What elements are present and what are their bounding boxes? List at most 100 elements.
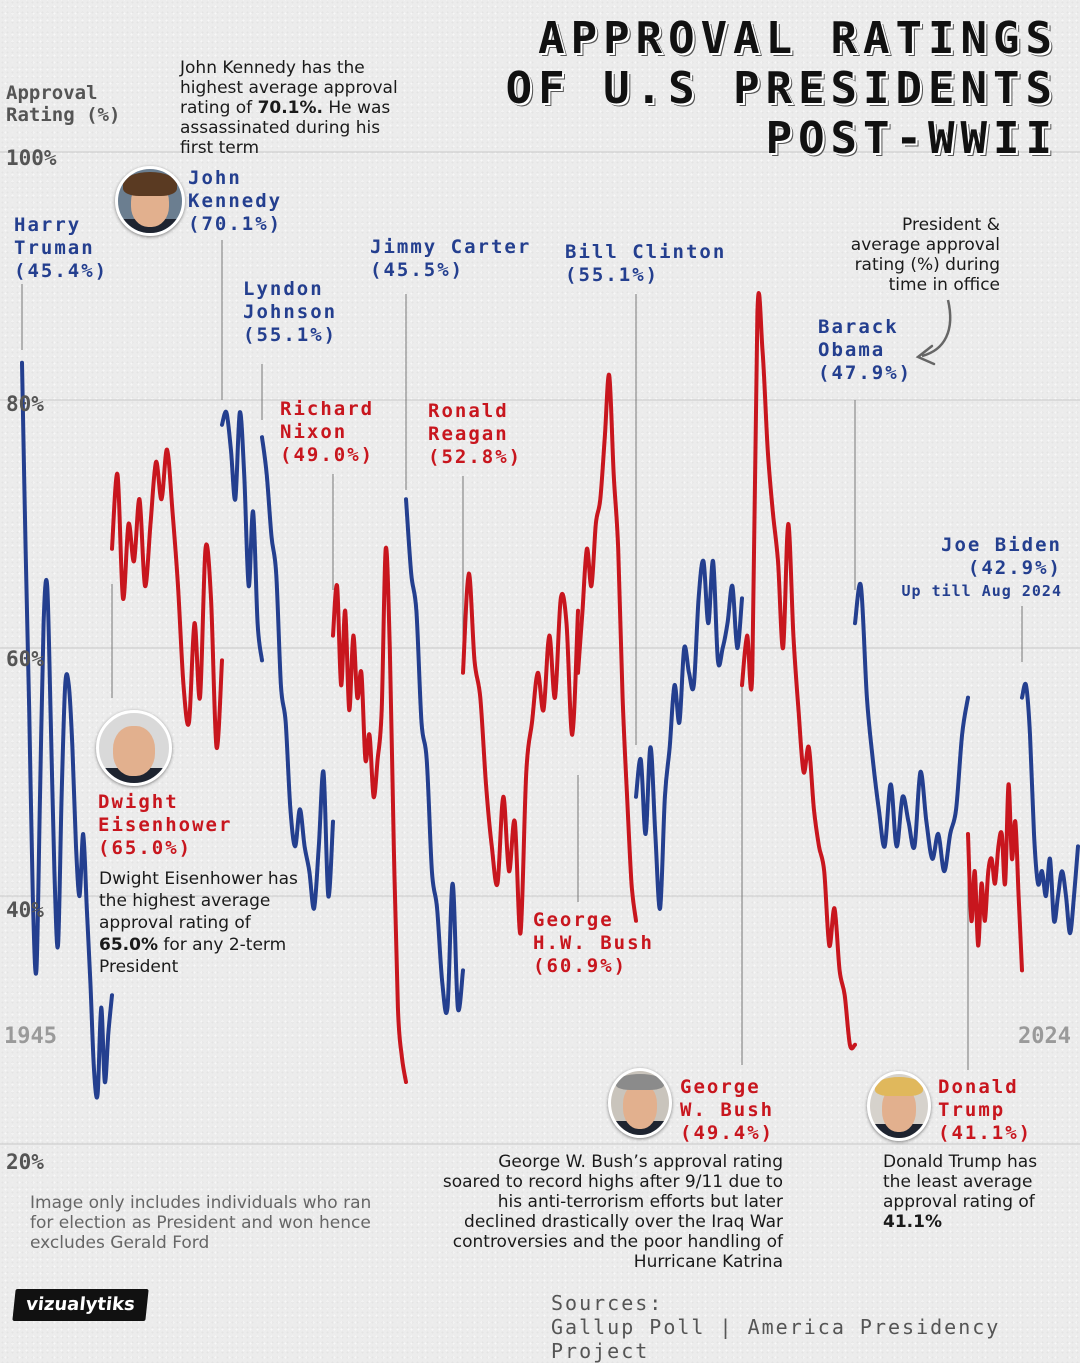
title-line-2: OF U.S PRESIDENTS — [505, 63, 1058, 114]
label-obama-avg: (47.9%) — [818, 362, 913, 384]
label-trump-name-2: Trump — [938, 1099, 1006, 1121]
x-start-year: 1945 — [4, 1024, 57, 1049]
note-trump: Donald Trump has the least average appro… — [883, 1152, 1068, 1232]
label-hwbush: George H.W. Bush (60.9%) — [533, 909, 654, 978]
label-obama-name-2: Obama — [818, 339, 886, 361]
sources-heading: Sources: — [551, 1291, 664, 1315]
label-kennedy-name-2: Kennedy — [188, 190, 283, 212]
label-eisenhower: Dwight Eisenhower (65.0%) — [98, 791, 232, 860]
series-line-donald-trump — [966, 782, 1024, 973]
label-truman-name-2: Truman — [14, 237, 95, 259]
series-line-john-kennedy — [220, 409, 264, 663]
legend-note-line-2: average approval — [850, 235, 1000, 255]
label-trump-avg: (41.1%) — [938, 1122, 1033, 1144]
note-eisenhower: Dwight Eisenhower has the highest averag… — [99, 868, 314, 978]
note-exclusion: Image only includes individuals who ran … — [30, 1193, 372, 1253]
x-end-year: 2024 — [1018, 1024, 1071, 1049]
legend-note-line-1: President & — [902, 215, 1000, 235]
label-clinton-name: Bill Clinton — [565, 241, 727, 263]
series-line-george-w-bush — [740, 291, 857, 1051]
legend-arrow — [921, 299, 952, 358]
label-eisenhower-name-2: Eisenhower — [98, 814, 233, 836]
note-kennedy: John Kennedy has the highest average app… — [180, 58, 410, 158]
label-hwbush-name-1: George — [533, 909, 614, 931]
title-line-1: APPROVAL RATINGS — [538, 13, 1058, 64]
label-johnson: Lyndon Johnson (55.1%) — [243, 278, 337, 347]
label-reagan-name-2: Reagan — [428, 423, 509, 445]
brand-logo: vizualytiks — [12, 1289, 149, 1321]
label-trump: Donald Trump (41.1%) — [938, 1076, 1032, 1145]
wbush-portrait — [608, 1068, 672, 1138]
label-reagan: Ronald Reagan (52.8%) — [428, 400, 522, 469]
series-line-dwight-eisenhower — [110, 447, 224, 750]
series-line-jimmy-carter — [404, 497, 465, 1016]
label-truman: Harry Truman (45.4%) — [14, 214, 108, 283]
label-kennedy-name-1: John — [188, 167, 242, 189]
label-reagan-avg: (52.8%) — [428, 446, 523, 468]
label-clinton-avg: (55.1%) — [565, 264, 660, 286]
note-wbush: George W. Bush’s approval rating soared … — [442, 1152, 783, 1272]
label-obama-name-1: Barack — [818, 316, 899, 338]
chart-title: APPROVAL RATINGS OF U.S PRESIDENTS POST-… — [506, 14, 1058, 164]
label-trump-name-1: Donald — [938, 1076, 1019, 1098]
label-hwbush-name-2: H.W. Bush — [533, 932, 654, 954]
label-carter-avg: (45.5%) — [370, 259, 465, 281]
label-johnson-name-1: Lyndon — [243, 278, 324, 300]
y-tick-40: 40% — [6, 898, 44, 922]
series-line-george-h-w-bush — [576, 373, 638, 923]
label-biden-extra: Up till Aug 2024 — [901, 582, 1062, 600]
label-nixon-name-1: Richard — [280, 398, 375, 420]
sources-list: Gallup Poll | America Presidency Project — [551, 1315, 1001, 1363]
note-kennedy-text: John Kennedy has the highest average app… — [180, 58, 398, 118]
y-axis-label-line-1: Approval — [6, 82, 98, 104]
label-kennedy: John Kennedy (70.1%) — [188, 167, 282, 236]
note-kennedy-text-2: He was assassinated during his first ter… — [180, 98, 391, 158]
note-trump-bold: 41.1% — [883, 1212, 942, 1232]
note-eisenhower-text-2: for any 2-term President — [99, 935, 287, 977]
label-nixon: Richard Nixon (49.0%) — [280, 398, 374, 467]
series-line-richard-nixon — [331, 545, 408, 1084]
note-eisenhower-text: Dwight Eisenhower has the highest averag… — [99, 869, 298, 933]
label-carter: Jimmy Carter (45.5%) — [370, 236, 531, 282]
series-line-barack-obama — [853, 581, 970, 874]
y-tick-20: 20% — [6, 1150, 44, 1174]
note-trump-text: Donald Trump has the least average appro… — [883, 1152, 1038, 1212]
label-eisenhower-name-1: Dwight — [98, 791, 179, 813]
title-line-3: POST-WWII — [765, 113, 1058, 164]
label-truman-name-1: Harry — [14, 214, 82, 236]
label-truman-avg: (45.4%) — [14, 260, 109, 282]
label-nixon-name-2: Nixon — [280, 421, 348, 443]
label-reagan-name-1: Ronald — [428, 400, 509, 422]
note-kennedy-bold: 70.1%. — [257, 98, 323, 118]
series-line-ronald-reagan — [461, 571, 580, 936]
legend-arrow-head — [915, 344, 936, 366]
trump-portrait — [867, 1071, 931, 1141]
label-wbush: George W. Bush (49.4%) — [680, 1076, 774, 1145]
label-biden: Joe Biden (42.9%) Up till Aug 2024 — [902, 534, 1063, 603]
y-tick-100: 100% — [6, 146, 57, 170]
label-biden-avg: (42.9%) — [967, 557, 1062, 579]
label-kennedy-avg: (70.1%) — [188, 213, 283, 235]
label-wbush-name-1: George — [680, 1076, 761, 1098]
label-hwbush-avg: (60.9%) — [533, 955, 628, 977]
series-line-harry-truman — [20, 360, 114, 1100]
legend-note-line-3: rating (%) during — [854, 255, 1000, 275]
label-obama: Barack Obama (47.9%) — [818, 316, 912, 385]
label-eisenhower-avg: (65.0%) — [98, 837, 193, 859]
eisenhower-portrait — [96, 710, 172, 786]
label-wbush-avg: (49.4%) — [680, 1122, 775, 1144]
note-eisenhower-bold: 65.0% — [99, 935, 158, 955]
label-carter-name: Jimmy Carter — [370, 236, 532, 258]
y-axis-label: Approval Rating (%) — [6, 82, 120, 126]
label-biden-name: Joe Biden — [941, 534, 1062, 556]
series-line-bill-clinton — [634, 558, 744, 911]
y-tick-60: 60% — [6, 647, 44, 671]
label-clinton: Bill Clinton (55.1%) — [565, 241, 726, 287]
label-johnson-name-2: Johnson — [243, 301, 338, 323]
label-johnson-avg: (55.1%) — [243, 324, 338, 346]
label-wbush-name-2: W. Bush — [680, 1099, 775, 1121]
sources: Sources: Gallup Poll | America Presidenc… — [551, 1291, 1080, 1363]
y-tick-80: 80% — [6, 392, 44, 416]
y-axis-label-line-2: Rating (%) — [6, 104, 121, 126]
